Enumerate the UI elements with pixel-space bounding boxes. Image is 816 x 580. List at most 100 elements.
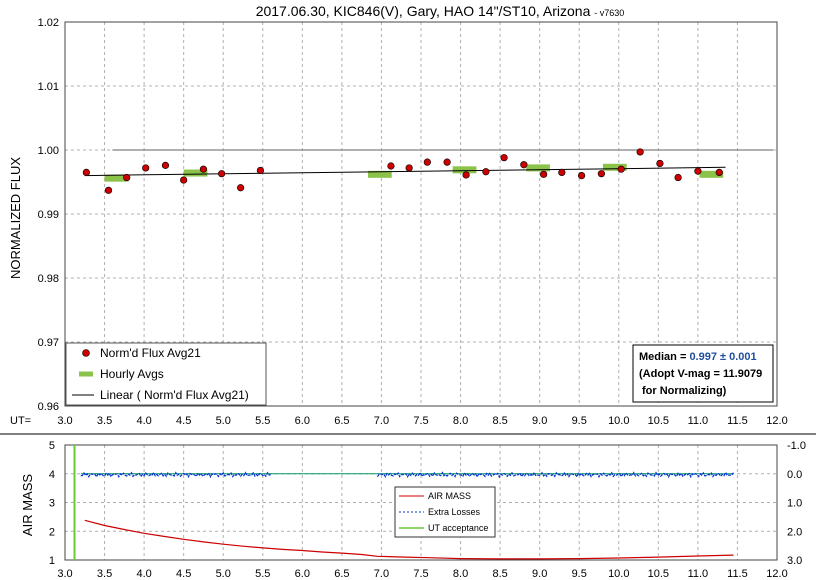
- airmass-x-tick-label: 12.0: [766, 568, 787, 580]
- legend-item-flux: Norm'd Flux Avg21: [100, 346, 201, 360]
- hourly-avg-mark: [699, 170, 724, 178]
- flux-x-tick-label: 7.5: [413, 415, 428, 427]
- airmass-x-tick-label: 10.5: [648, 568, 669, 580]
- flux-plot-area: 3.0 3.5 4.0 4.5 5.0 5.5 6.0 6.5 7.0 7.5 8.0 8.5 9.0 9…: [38, 17, 788, 427]
- airmass-x-tick-label: 11.0: [688, 568, 709, 580]
- airmass-x-tick-label: 5.0: [216, 568, 231, 580]
- flux-y-tick-label: 0.96: [38, 401, 59, 413]
- airmass-line: [84, 519, 734, 560]
- airmass-x-tick-label: 9.0: [532, 568, 547, 580]
- extra-losses-line: [80, 471, 271, 479]
- flux-y-tick-label: 1.02: [38, 17, 59, 29]
- flux-x-tick-label: 6.5: [334, 415, 349, 427]
- flux-legend: Norm'd Flux Avg21 Hourly Avgs Linear ( N…: [65, 342, 267, 406]
- legend-item-airmass: AIR MASS: [428, 491, 471, 501]
- flux-x-tick-label: 3.0: [57, 415, 72, 427]
- hourly-avg-mark: [452, 166, 477, 174]
- hourly-avg-mark: [104, 174, 129, 182]
- flux-point: [256, 166, 265, 175]
- median-text: Median = 0.997 ± 0.001: [639, 351, 757, 363]
- flux-x-tick-label: 5.5: [255, 415, 270, 427]
- median-box: [632, 344, 774, 403]
- flux-y-tick-label: 0.99: [38, 209, 59, 221]
- flux-point: [387, 162, 395, 170]
- flux-x-tick-label: 10.0: [608, 415, 629, 427]
- flux-plot-border: [64, 21, 778, 407]
- flux-point: [540, 170, 548, 178]
- flux-point: [142, 164, 150, 172]
- airmass-y-axis-label: AIR MASS: [20, 474, 35, 536]
- flux-x-tick-label: 12.0: [766, 415, 787, 427]
- flux-x-tick-label: 11.5: [727, 415, 748, 427]
- airmass-x-tick-label: 8.5: [492, 568, 507, 580]
- flux-point: [443, 158, 451, 166]
- airmass-x-tick-label: 11.5: [727, 568, 748, 580]
- flux-point: [558, 168, 566, 176]
- airmass-x-tick-label: 6.5: [334, 568, 349, 580]
- airmass-y2-tick-label: -1.0: [787, 440, 806, 452]
- flux-point: [500, 154, 508, 162]
- flux-point: [694, 167, 702, 175]
- flux-x-tick-label: 4.5: [176, 415, 191, 427]
- flux-point: [218, 170, 226, 178]
- hourly-avg-mark: [183, 169, 208, 177]
- airmass-y-tick-label: 5: [49, 440, 55, 452]
- airmass-y2-tick-label: 0.0: [787, 469, 802, 481]
- airmass-y-tick-label: 1: [49, 555, 55, 567]
- flux-y-tick-label: 0.98: [38, 273, 59, 285]
- flux-point: [715, 168, 723, 176]
- airmass-y-tick-label: 3: [49, 498, 55, 510]
- chart-title: 2017.06.30, KIC846(V), Gary, HAO 14"/ST1…: [256, 3, 625, 19]
- flux-point: [123, 173, 131, 182]
- airmass-x-tick-label: 10.0: [608, 568, 629, 580]
- flux-point: [656, 159, 664, 168]
- flux-x-tick-label: 9.5: [572, 415, 587, 427]
- flux-point: [617, 165, 625, 173]
- airmass-y-tick-label: 4: [49, 469, 55, 481]
- legend-item-linear: Linear ( Norm'd Flux Avg21): [100, 388, 249, 402]
- flux-point: [577, 172, 586, 180]
- airmass-y2-tick-label: 1.0: [787, 498, 802, 510]
- airmass-x-tick-label: 4.0: [136, 568, 151, 580]
- flux-point: [161, 161, 170, 169]
- legend-item-hourly: Hourly Avgs: [100, 367, 164, 381]
- airmass-x-tick-label: 9.5: [572, 568, 587, 580]
- ut-label: UT=: [10, 415, 31, 427]
- flux-point: [636, 148, 644, 156]
- airmass-x-tick-label: 7.0: [374, 568, 389, 580]
- flux-point: [423, 158, 431, 166]
- flux-point: [237, 184, 245, 192]
- flux-x-tick-label: 8.5: [492, 415, 507, 427]
- flux-x-tick-label: 3.5: [97, 415, 112, 427]
- flux-point: [482, 168, 490, 176]
- flux-x-tick-label: 9.0: [532, 415, 547, 427]
- airmass-x-tick-label: 3.5: [97, 568, 112, 580]
- airmass-x-tick-label: 5.5: [255, 568, 270, 580]
- flux-x-tick-label: 10.5: [648, 415, 669, 427]
- flux-legend-box: [65, 342, 267, 406]
- median-annotation: Median = 0.997 ± 0.001 (Adopt V-mag = 11…: [632, 344, 774, 403]
- normalizing-text: for Normalizing): [642, 385, 727, 397]
- extra-losses-line: [377, 471, 734, 479]
- airmass-y2-tick-label: 2.0: [787, 526, 802, 538]
- flux-point: [405, 164, 413, 172]
- flux-y-tick-label: 1.01: [38, 81, 59, 93]
- airmass-x-tick-label: 6.0: [295, 568, 310, 580]
- airmass-plot-border: [64, 444, 778, 561]
- legend-item-ut-acceptance: UT acceptance: [428, 523, 488, 533]
- airmass-y-tick-label: 2: [49, 526, 55, 538]
- airmass-x-tick-label: 8.0: [453, 568, 468, 580]
- flux-x-tick-label: 7.0: [374, 415, 389, 427]
- flux-point: [104, 186, 113, 194]
- flux-point: [674, 173, 682, 182]
- flux-x-tick-label: 5.0: [216, 415, 231, 427]
- airmass-x-tick-label: 3.0: [57, 568, 72, 580]
- flux-x-tick-label: 6.0: [295, 415, 310, 427]
- flux-x-tick-label: 4.0: [136, 415, 151, 427]
- adopt-vmag-text: (Adopt V-mag = 11.9079: [639, 368, 762, 380]
- flux-x-tick-label: 11.0: [688, 415, 709, 427]
- flux-y-tick-label: 0.97: [38, 337, 59, 349]
- legend-item-extra-losses: Extra Losses: [428, 507, 481, 517]
- flux-point: [180, 176, 188, 184]
